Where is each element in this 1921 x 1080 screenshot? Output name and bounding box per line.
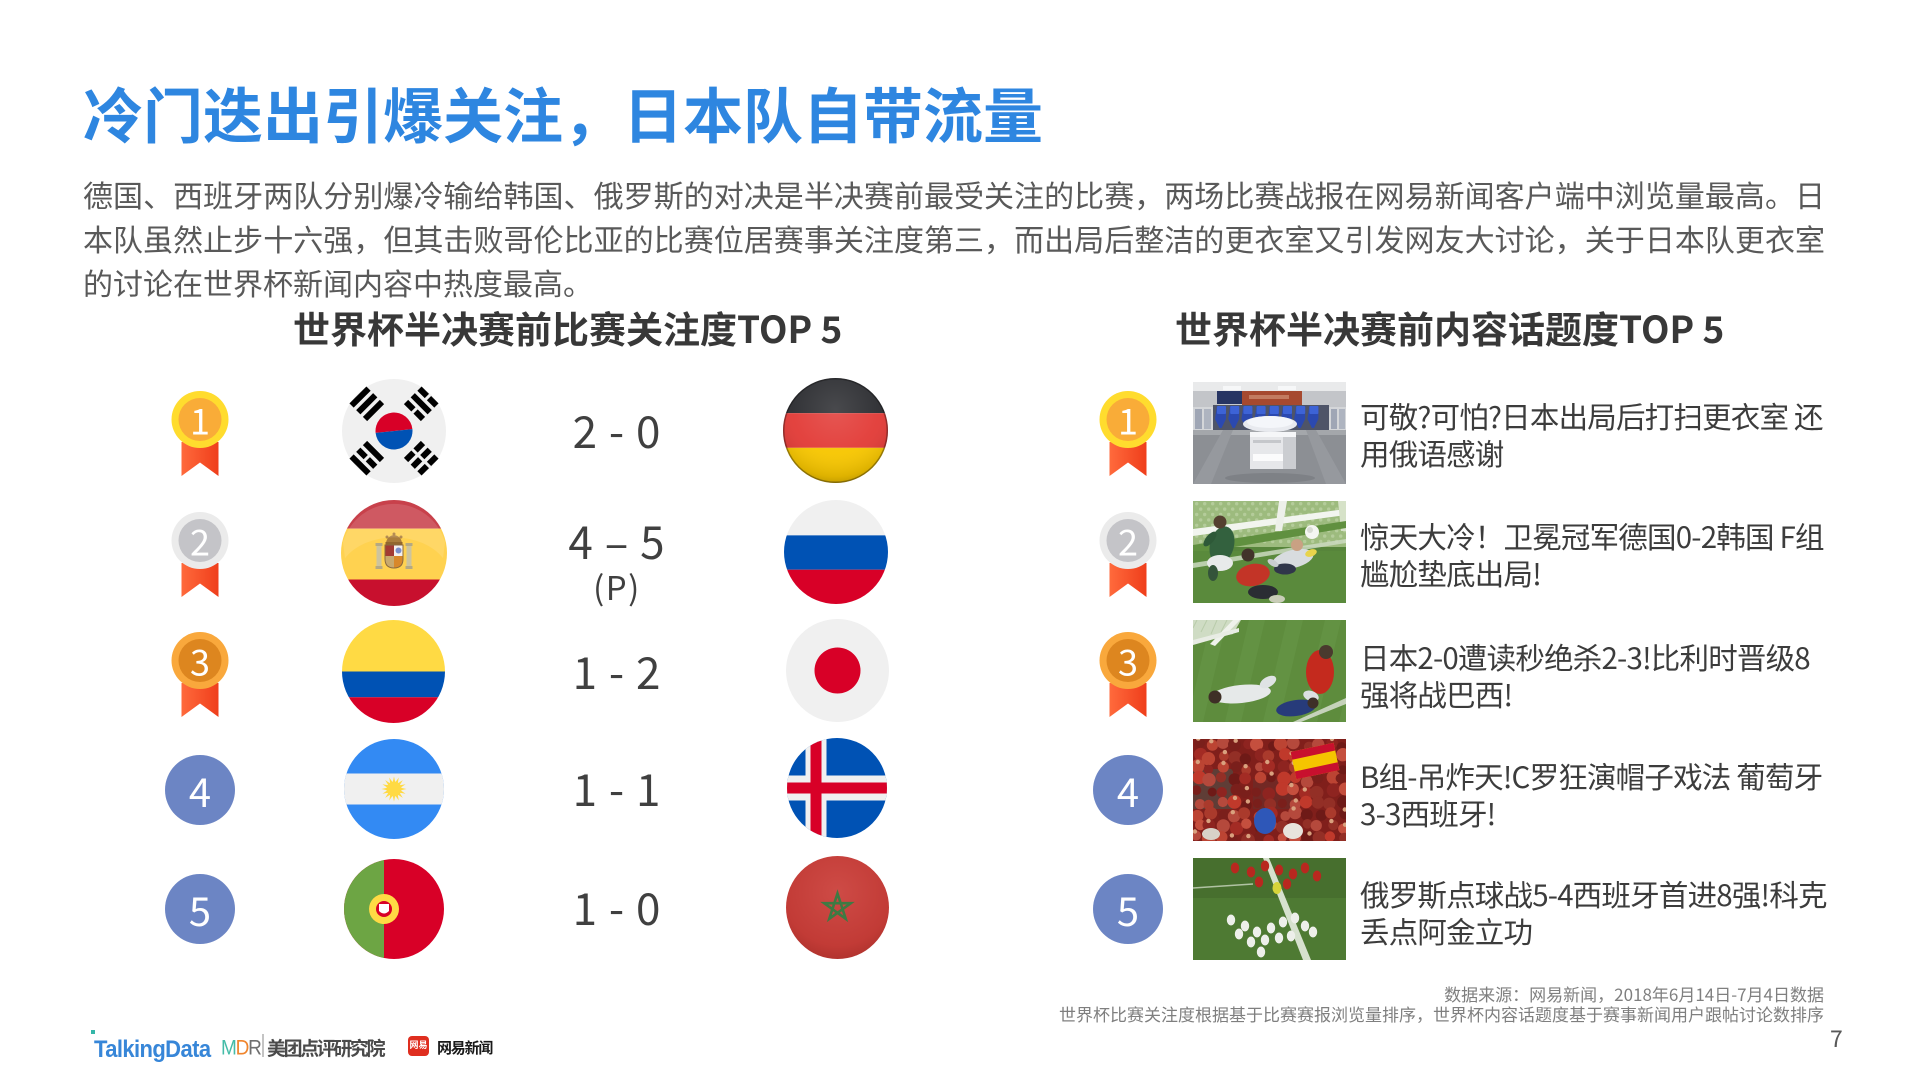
svg-text:2: 2 [1118,515,1138,567]
svg-text:1: 1 [1118,394,1138,446]
svg-text:3: 3 [1118,635,1138,687]
svg-text:2: 2 [190,515,210,567]
svg-text:3: 3 [190,635,210,687]
svg-text:1: 1 [190,394,210,446]
